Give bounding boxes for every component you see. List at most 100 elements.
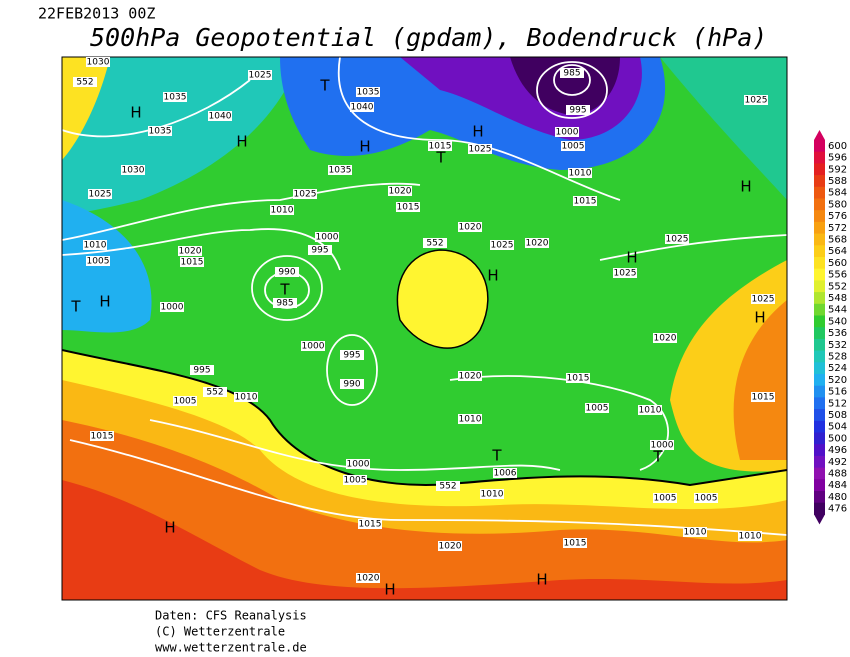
colorbar-label: 516 <box>828 387 847 398</box>
isobar-label-bg <box>458 371 482 381</box>
colorbar-label: 520 <box>828 375 847 386</box>
isobar-label-bg <box>555 127 579 137</box>
isobar-label: 1010 <box>684 528 707 538</box>
isobar-label-bg <box>315 232 339 242</box>
isobar-label: 1015 <box>567 374 590 384</box>
isobar-label-bg <box>88 189 112 199</box>
colorbar-cap <box>814 514 825 525</box>
pressure-center: H <box>487 267 498 285</box>
colorbar-label: 536 <box>828 328 847 339</box>
colorbar-label: 480 <box>828 492 847 503</box>
isobar-label: 1015 <box>429 142 452 152</box>
isobar-label-bg <box>270 205 294 215</box>
isobar-label-bg <box>356 87 380 97</box>
colorbar-cell <box>814 362 825 375</box>
isobar-label: 1020 <box>526 239 549 249</box>
isobar-label: 1025 <box>666 235 689 245</box>
pressure-center: H <box>236 133 247 151</box>
isobar-label-bg <box>293 189 317 199</box>
colorbar-label: 492 <box>828 457 847 468</box>
isobar-label-bg <box>566 105 590 115</box>
isobar-label-bg <box>683 527 707 537</box>
colorbar-label: 572 <box>828 223 847 234</box>
colorbar-cell <box>814 444 825 457</box>
isobar-label: 1000 <box>316 233 339 243</box>
isobar-label: 1025 <box>89 190 112 200</box>
isobar-label: 1010 <box>481 490 504 500</box>
colorbar-cell <box>814 221 825 235</box>
isobar-label-bg <box>458 222 482 232</box>
isobar-label: 995 <box>569 106 586 116</box>
isobar-label-bg <box>340 379 364 389</box>
isobar-label: 1035 <box>164 93 187 103</box>
colorbar-label: 560 <box>828 258 847 269</box>
isobar-label: 1010 <box>271 206 294 216</box>
isobar-label: 1025 <box>614 269 637 279</box>
isobar-label: 1015 <box>181 258 204 268</box>
pressure-center: T <box>652 448 663 466</box>
pressure-center: T <box>491 447 502 465</box>
isobar-label-bg <box>203 387 227 397</box>
isobar-label-bg <box>458 414 482 424</box>
colorbar-cell <box>814 409 825 422</box>
isobar-label: 1005 <box>586 404 609 414</box>
colorbar-cap <box>814 130 825 140</box>
isobar-label-bg <box>301 341 325 351</box>
colorbar-label: 600 <box>828 141 847 152</box>
isobar-label-bg <box>73 77 97 87</box>
isobar-label-bg <box>493 468 517 478</box>
isobar-label-bg <box>346 459 370 469</box>
colorbar-label: 476 <box>828 504 847 515</box>
pressure-center: H <box>740 178 751 196</box>
isobar-label-bg <box>638 405 662 415</box>
isobar-label-bg <box>744 95 768 105</box>
isobar-label-bg <box>83 240 107 250</box>
colorbar-cell <box>814 257 825 270</box>
isobar-label-bg <box>468 144 492 154</box>
isobar-label: 995 <box>193 366 210 376</box>
isobar-label: 1035 <box>149 127 172 137</box>
colorbar-label: 500 <box>828 433 847 444</box>
isobar-label: 1020 <box>389 187 412 197</box>
isobar-label: 1000 <box>347 460 370 470</box>
colorbar-cell <box>814 163 825 176</box>
pressure-center: H <box>472 123 483 141</box>
colorbar-cell <box>814 245 825 258</box>
isobar-label: 1020 <box>654 334 677 344</box>
isobar-label-bg <box>148 126 172 136</box>
isobar-label: 1010 <box>84 241 107 251</box>
isobar-label: 1025 <box>491 241 514 251</box>
isobar-label: 1000 <box>556 128 579 138</box>
isobar-label: 1025 <box>752 295 775 305</box>
isobar-label-bg <box>490 240 514 250</box>
pressure-center: H <box>130 104 141 122</box>
colorbar-label: 552 <box>828 281 847 292</box>
isobar-label: 1015 <box>574 197 597 207</box>
isobar-label: 1035 <box>329 166 352 176</box>
isobar-label-bg <box>121 165 145 175</box>
isobar-label: 1005 <box>695 494 718 504</box>
colorbar-cell <box>814 315 825 328</box>
isobar-label: 552 <box>439 482 456 492</box>
pressure-center: H <box>384 581 395 599</box>
isobar-label-bg <box>653 333 677 343</box>
colorbar-cell <box>814 502 825 515</box>
colorbar-label: 540 <box>828 316 847 327</box>
title: 500hPa Geopotential (gpdam), Bodendruck … <box>90 23 767 52</box>
isobar-label-bg <box>665 234 689 244</box>
isobar-label: 1006 <box>494 469 517 479</box>
isobar-label-bg <box>613 268 637 278</box>
colorbar-label: 524 <box>828 363 847 374</box>
isobar-label-bg <box>560 68 584 78</box>
isobar-label-bg <box>566 373 590 383</box>
colorbar-label: 576 <box>828 211 847 222</box>
colorbar-label: 592 <box>828 164 847 175</box>
isobar-label-bg <box>568 168 592 178</box>
colorbar-label: 596 <box>828 153 847 164</box>
isobar-label: 1020 <box>459 223 482 233</box>
isobar-label: 1010 <box>639 406 662 416</box>
isobar-label-bg <box>738 531 762 541</box>
isobar-label: 1030 <box>87 58 110 68</box>
colorbar-label: 568 <box>828 234 847 245</box>
isobar-label-bg <box>653 493 677 503</box>
